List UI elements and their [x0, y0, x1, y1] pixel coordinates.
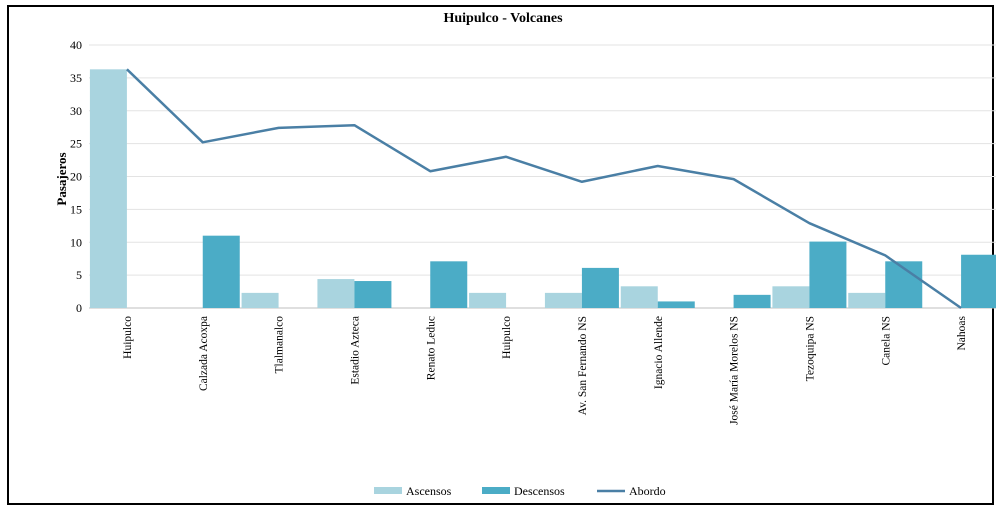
x-tick-label: Canela NS: [880, 316, 892, 366]
bar-descensos: [657, 301, 695, 308]
bar-ascensos: [620, 286, 658, 308]
chart-frame: Huipulco - Volcanes Pasajeros 0 5 10 15 20 25…: [7, 5, 996, 505]
x-axis-ticks: Huipulco Calzada Acoxpa Tlalmanalco Estadio…: [122, 315, 968, 424]
y-tick-label: 15: [70, 202, 82, 216]
y-axis-ticks: 0 5 10 15 20 25 30 35 40: [70, 38, 82, 315]
y-tick-label: 40: [70, 38, 82, 52]
x-tick-label: José María Morelos NS: [729, 316, 741, 425]
bar-ascensos: [317, 279, 355, 308]
bar-descensos: [430, 261, 468, 308]
x-tick-label: Calzada Acoxpa: [198, 316, 210, 391]
legend-label: Ascensos: [406, 484, 452, 498]
x-tick-label: Tezoquipa NS: [804, 316, 816, 381]
bar-ascensos: [241, 292, 279, 308]
legend: Ascensos Descensos Abordo: [374, 484, 666, 498]
bar-descensos: [581, 267, 619, 308]
bar-ascensos: [89, 69, 127, 308]
bar-descensos: [202, 235, 240, 308]
bar-descensos: [733, 294, 771, 308]
line-abordo: [126, 68, 962, 310]
y-tick-label: 10: [70, 235, 82, 249]
bar-descensos: [961, 254, 996, 308]
bar-descensos: [354, 281, 392, 308]
legend-label: Abordo: [629, 484, 666, 498]
y-tick-label: 20: [70, 170, 82, 184]
legend-swatch: [482, 487, 510, 494]
bar-ascensos: [772, 286, 810, 308]
gridlines: [89, 44, 996, 309]
y-tick-label: 35: [70, 71, 82, 85]
x-tick-label: Tlalmanalco: [274, 316, 286, 374]
y-tick-label: 0: [76, 301, 82, 315]
y-axis-label: Pasajeros: [54, 152, 69, 205]
legend-label: Descensos: [514, 484, 565, 498]
abordo-line: [126, 68, 962, 310]
bar-ascensos: [544, 292, 582, 308]
bar-ascensos: [469, 292, 507, 308]
x-tick-label: Renato Leduc: [425, 316, 437, 380]
x-tick-label: Av. San Fernando NS: [577, 316, 589, 415]
y-tick-label: 30: [70, 104, 82, 118]
x-tick-label: Estadio Azteca: [349, 316, 361, 385]
bar-descensos: [809, 241, 847, 308]
x-tick-label: Nahoas: [956, 315, 968, 350]
bars: [89, 69, 996, 308]
x-tick-label: Huipulco: [122, 316, 134, 359]
x-tick-label: Ignacio Allende: [653, 316, 665, 389]
x-tick-label: Huipulco: [501, 316, 513, 359]
chart-canvas: Huipulco - Volcanes Pasajeros 0 5 10 15 20 25…: [54, 11, 996, 498]
y-tick-label: 25: [70, 137, 82, 151]
legend-swatch: [374, 487, 402, 494]
chart-title: Huipulco - Volcanes: [443, 11, 563, 26]
bar-ascensos: [848, 292, 886, 308]
y-tick-label: 5: [76, 268, 82, 282]
